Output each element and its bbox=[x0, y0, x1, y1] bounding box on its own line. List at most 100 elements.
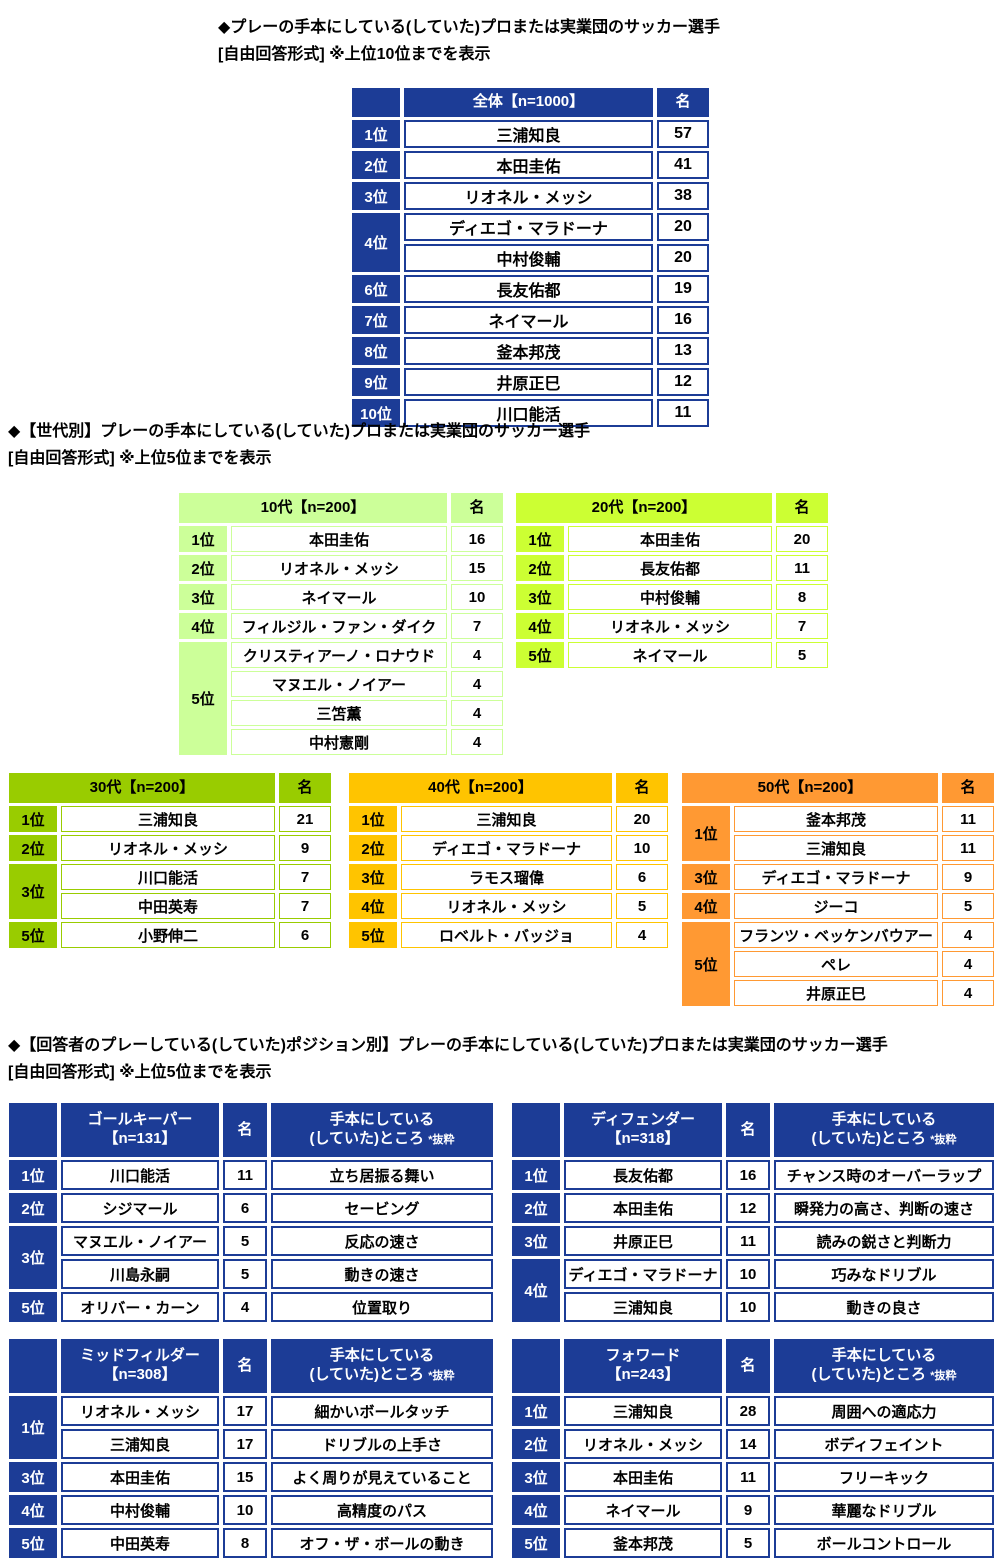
fw-point-header-note: *抜粋 bbox=[930, 1370, 957, 1382]
gk-point-header-note: *抜粋 bbox=[428, 1134, 455, 1146]
table-row: マヌエル・ノイアー 4 bbox=[179, 671, 503, 697]
player-name-cell: クリスティアーノ・ロナウド bbox=[231, 642, 447, 668]
table-row: 2位 ディエゴ・マラドーナ 10 bbox=[349, 835, 668, 861]
player-name-cell: ネイマール bbox=[231, 584, 447, 610]
count-cell: 15 bbox=[223, 1462, 267, 1492]
table-row: 2位 本田圭佑 41 bbox=[352, 151, 709, 179]
count-cell: 41 bbox=[657, 151, 709, 179]
rank-cell: 1位 bbox=[9, 1396, 57, 1459]
player-name-cell: 中村俊輔 bbox=[568, 584, 772, 610]
count-cell: 7 bbox=[279, 864, 331, 890]
table-row: 5位 ネイマール 5 bbox=[516, 642, 828, 668]
point-cell: ドリブルの上手さ bbox=[271, 1429, 493, 1459]
count-cell: 4 bbox=[616, 922, 668, 948]
rank-cell: 1位 bbox=[9, 1160, 57, 1190]
count-cell: 11 bbox=[942, 835, 994, 861]
table-row: 1位 本田圭佑 16 bbox=[179, 526, 503, 552]
count-cell: 28 bbox=[726, 1396, 770, 1426]
section3-title: ◆【回答者のプレーしている(していた)ポジション別】プレーの手本にしている(して… bbox=[8, 1032, 888, 1086]
count-cell: 11 bbox=[726, 1226, 770, 1256]
table-row: 3位 川口能活 7 bbox=[9, 864, 331, 919]
player-name-cell: 三浦知良 bbox=[61, 806, 275, 832]
overall-group-header: 全体【n=1000】 bbox=[404, 88, 653, 117]
count-cell: 7 bbox=[451, 613, 503, 639]
section2-title: ◆【世代別】プレーの手本にしている(していた)プロまたは実業団のサッカー選手 [… bbox=[8, 418, 590, 472]
count-cell: 16 bbox=[726, 1160, 770, 1190]
player-name-cell: ネイマール bbox=[568, 642, 772, 668]
point-cell: 周囲への適応力 bbox=[774, 1396, 994, 1426]
count-cell: 5 bbox=[616, 893, 668, 919]
count-cell: 19 bbox=[657, 275, 709, 303]
player-name-cell: ディエゴ・マラドーナ bbox=[404, 213, 653, 241]
count-cell: 5 bbox=[223, 1226, 267, 1256]
count-cell: 11 bbox=[223, 1160, 267, 1190]
rank-cell: 2位 bbox=[179, 555, 227, 581]
point-cell: 読みの鋭さと判断力 bbox=[774, 1226, 994, 1256]
rank-cell: 8位 bbox=[352, 337, 400, 365]
player-name-cell: 三浦知良 bbox=[734, 835, 938, 861]
count-cell: 38 bbox=[657, 182, 709, 210]
mf-point-header-label: 手本にしている (していた)ところ bbox=[309, 1347, 435, 1383]
player-name-cell: ジーコ bbox=[734, 893, 938, 919]
count-cell: 4 bbox=[942, 951, 994, 977]
point-cell: セービング bbox=[271, 1193, 493, 1223]
point-cell: 位置取り bbox=[271, 1292, 493, 1322]
count-cell: 4 bbox=[223, 1292, 267, 1322]
player-name-cell: ロベルト・バッジョ bbox=[401, 922, 612, 948]
df-point-header: 手本にしている (していた)ところ *抜粋 bbox=[774, 1103, 994, 1157]
rank-cell: 3位 bbox=[9, 864, 57, 919]
rank-cell: 7位 bbox=[352, 306, 400, 334]
player-name-cell: 本田圭佑 bbox=[568, 526, 772, 552]
player-name-cell: リオネル・メッシ bbox=[564, 1429, 722, 1459]
rank-cell: 2位 bbox=[349, 835, 397, 861]
count-cell: 20 bbox=[657, 244, 709, 272]
count-cell: 12 bbox=[657, 368, 709, 396]
player-name-cell: ディエゴ・マラドーナ bbox=[401, 835, 612, 861]
player-name-cell: 長友佑都 bbox=[568, 555, 772, 581]
fifties-ranking-table: 50代【n=200】 名 1位 釜本邦茂 11 三浦知良 11 3位 ディエゴ・… bbox=[678, 770, 998, 1009]
player-name-cell: マヌエル・ノイアー bbox=[61, 1226, 219, 1256]
point-cell: よく周りが見えていること bbox=[271, 1462, 493, 1492]
overall-rank-header bbox=[352, 88, 400, 117]
count-cell: 57 bbox=[657, 120, 709, 148]
rank-cell: 4位 bbox=[512, 1495, 560, 1525]
mf-point-header: 手本にしている (していた)ところ *抜粋 bbox=[271, 1339, 493, 1393]
table-row: 3位 中村俊輔 8 bbox=[516, 584, 828, 610]
rank-cell: 1位 bbox=[682, 806, 730, 861]
player-name-cell: 三浦知良 bbox=[564, 1292, 722, 1322]
table-row: 川島永嗣 5 動きの速さ bbox=[9, 1259, 493, 1289]
rank-cell: 9位 bbox=[352, 368, 400, 396]
player-name-cell: リオネル・メッシ bbox=[61, 835, 275, 861]
rank-cell: 4位 bbox=[516, 613, 564, 639]
forties-count-header: 名 bbox=[616, 773, 668, 803]
section1-title: ◆プレーの手本にしている(していた)プロまたは実業団のサッカー選手 [自由回答形… bbox=[218, 14, 720, 68]
player-name-cell: リオネル・メッシ bbox=[61, 1396, 219, 1426]
mf-rank-header bbox=[9, 1339, 57, 1393]
rank-cell: 3位 bbox=[179, 584, 227, 610]
goalkeeper-ranking-table: ゴールキーパー 【n=131】 名 手本にしている (していた)ところ *抜粋 … bbox=[5, 1100, 497, 1325]
count-cell: 4 bbox=[451, 700, 503, 726]
rank-cell: 1位 bbox=[179, 526, 227, 552]
table-row: 4位 ネイマール 9 華麗なドリブル bbox=[512, 1495, 994, 1525]
point-cell: 細かいボールタッチ bbox=[271, 1396, 493, 1426]
fw-count-header: 名 bbox=[726, 1339, 770, 1393]
table-row: 6位 長友佑都 19 bbox=[352, 275, 709, 303]
count-cell: 4 bbox=[451, 671, 503, 697]
count-cell: 7 bbox=[279, 893, 331, 919]
player-name-cell: 三浦知良 bbox=[61, 1429, 219, 1459]
forties-group-header: 40代【n=200】 bbox=[349, 773, 612, 803]
twenties-count-header: 名 bbox=[776, 493, 828, 523]
player-name-cell: 井原正巳 bbox=[734, 980, 938, 1006]
count-cell: 4 bbox=[451, 642, 503, 668]
table-row: 中田英寿 7 bbox=[9, 893, 331, 919]
df-count-header: 名 bbox=[726, 1103, 770, 1157]
count-cell: 14 bbox=[726, 1429, 770, 1459]
player-name-cell: 中村俊輔 bbox=[61, 1495, 219, 1525]
teens-count-header: 名 bbox=[451, 493, 503, 523]
overall-ranking-table: 全体【n=1000】 名 1位 三浦知良 57 2位 本田圭佑 41 3位 リオ… bbox=[348, 85, 713, 430]
table-row: 3位 ディエゴ・マラドーナ 9 bbox=[682, 864, 994, 890]
count-cell: 20 bbox=[657, 213, 709, 241]
count-cell: 20 bbox=[616, 806, 668, 832]
point-cell: ボールコントロール bbox=[774, 1528, 994, 1558]
